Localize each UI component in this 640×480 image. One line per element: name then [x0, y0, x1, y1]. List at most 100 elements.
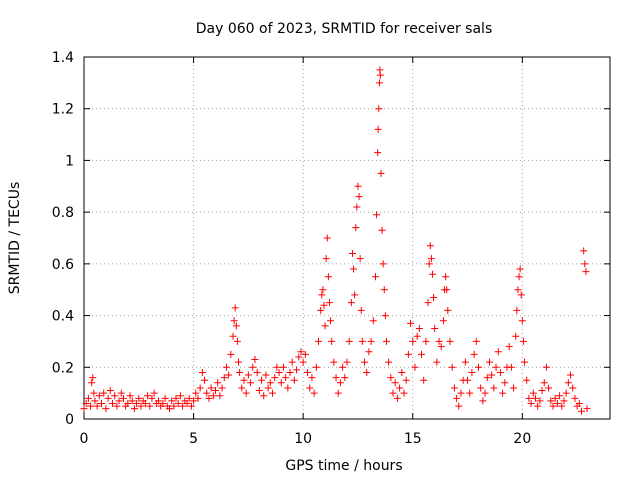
- data-point: [549, 402, 557, 410]
- data-point: [268, 389, 276, 397]
- data-point: [214, 379, 222, 387]
- data-point: [192, 389, 200, 397]
- data-point: [365, 348, 373, 356]
- data-point: [126, 392, 134, 400]
- data-point: [407, 319, 415, 327]
- data-point: [353, 203, 361, 211]
- data-point: [536, 397, 544, 405]
- data-point: [161, 394, 169, 402]
- data-point: [264, 384, 272, 392]
- data-point: [375, 79, 383, 87]
- grid-lines: [84, 57, 610, 419]
- data-point: [387, 374, 395, 382]
- data-point: [80, 405, 88, 413]
- data-point: [244, 371, 252, 379]
- data-point: [209, 392, 217, 400]
- data-point: [518, 317, 526, 325]
- data-point: [457, 389, 465, 397]
- data-point: [490, 384, 498, 392]
- data-point: [564, 379, 572, 387]
- data-point: [450, 384, 458, 392]
- data-point: [324, 273, 332, 281]
- data-point: [385, 358, 393, 366]
- data-point: [108, 399, 116, 407]
- data-point: [148, 394, 156, 402]
- data-point: [580, 247, 588, 255]
- data-point: [483, 374, 491, 382]
- data-point: [510, 384, 518, 392]
- data-point: [354, 182, 362, 190]
- data-point: [428, 270, 436, 278]
- data-point: [381, 312, 389, 320]
- data-point: [427, 255, 435, 263]
- data-point: [225, 371, 233, 379]
- data-point: [551, 394, 559, 402]
- data-point: [174, 399, 182, 407]
- data-point: [111, 392, 119, 400]
- data-point: [128, 397, 136, 405]
- data-point: [453, 394, 461, 402]
- data-point: [363, 368, 371, 376]
- data-point: [235, 358, 243, 366]
- data-point: [433, 358, 441, 366]
- data-point: [320, 301, 328, 309]
- data-point: [232, 322, 240, 330]
- data-point: [350, 265, 358, 273]
- data-point: [475, 363, 482, 371]
- data-point: [488, 371, 496, 379]
- data-point: [512, 332, 520, 340]
- data-point: [233, 337, 241, 345]
- data-point: [464, 376, 472, 384]
- data-point: [553, 399, 561, 407]
- data-point: [472, 337, 480, 345]
- data-point: [446, 337, 454, 345]
- data-point: [242, 389, 250, 397]
- data-point: [516, 265, 524, 273]
- data-point: [494, 348, 502, 356]
- data-point: [444, 306, 452, 314]
- data-point: [378, 226, 386, 234]
- data-point: [271, 374, 279, 382]
- data-point: [578, 407, 586, 415]
- data-point: [218, 384, 226, 392]
- data-point: [315, 337, 323, 345]
- y-tick-label: 0.2: [52, 360, 74, 376]
- data-point: [133, 399, 141, 407]
- data-point: [409, 337, 417, 345]
- data-point: [470, 350, 478, 358]
- data-point: [562, 389, 570, 397]
- y-tick-label: 0.8: [52, 205, 74, 221]
- data-point: [179, 402, 187, 410]
- data-point: [369, 317, 377, 325]
- data-point: [288, 358, 296, 366]
- data-point: [492, 363, 500, 371]
- data-point: [415, 325, 423, 332]
- data-point: [382, 337, 390, 345]
- data-point: [377, 169, 385, 177]
- data-point: [82, 399, 90, 407]
- x-tick-label: 15: [404, 431, 422, 447]
- x-axis-label: GPS time / hours: [285, 458, 402, 474]
- data-point: [437, 343, 445, 351]
- data-point: [514, 286, 522, 294]
- data-point: [295, 353, 303, 361]
- y-tick-label: 1.2: [52, 102, 74, 118]
- y-tick-label: 1.4: [52, 50, 74, 66]
- data-point: [150, 389, 158, 397]
- data-point: [367, 337, 375, 345]
- data-point: [146, 402, 154, 410]
- data-point: [144, 392, 152, 400]
- data-point: [425, 260, 433, 268]
- data-point: [117, 389, 125, 397]
- data-point: [426, 242, 434, 250]
- data-point: [402, 376, 410, 384]
- data-point: [89, 374, 97, 382]
- data-point: [222, 363, 230, 371]
- data-point: [547, 397, 555, 405]
- data-point: [389, 389, 397, 397]
- x-tick-label: 5: [189, 431, 198, 447]
- data-point: [556, 392, 564, 400]
- data-point: [525, 394, 533, 402]
- data-point: [391, 379, 399, 387]
